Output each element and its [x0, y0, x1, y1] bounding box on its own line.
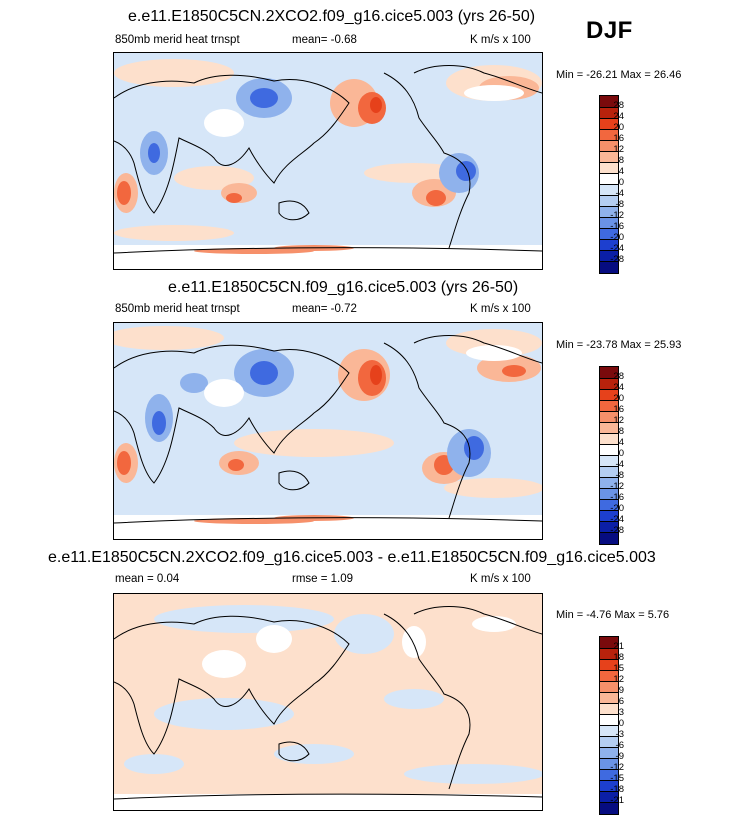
- panel3-mean: mean = 0.04: [115, 573, 180, 585]
- panel1-map-svg: [114, 53, 542, 269]
- panel1-cb-label: -24: [610, 243, 624, 254]
- panel3-minmax: Min = -4.76 Max = 5.76: [556, 609, 670, 621]
- panel1-cb-label: 4: [618, 166, 624, 177]
- panel3-units: K m/s x 100: [470, 573, 531, 585]
- panel2-mean: mean= -0.72: [292, 303, 357, 315]
- panel1-minmax: Min = -26.21 Max = 26.46: [556, 69, 682, 81]
- panel3-cb-label: 0: [618, 718, 624, 729]
- panel2-cb-label: 28: [613, 371, 624, 382]
- panel1-cb-label: 12: [613, 144, 624, 155]
- panel1-units: K m/s x 100: [470, 34, 531, 46]
- panel3-cb-label: 21: [613, 641, 624, 652]
- panel3-cb-label: -15: [610, 773, 624, 784]
- panel1-map: [113, 52, 543, 270]
- panel1-cb-label: -8: [615, 199, 624, 210]
- panel3-colorbar: [599, 636, 619, 815]
- panel3-cb-label: -18: [610, 784, 624, 795]
- panel3-cb-label: -9: [615, 751, 624, 762]
- panel2-cb-label: -12: [610, 481, 624, 492]
- panel2-cb-label: -4: [615, 459, 624, 470]
- panel2-cb-label: -20: [610, 503, 624, 514]
- panel3-map-svg: [114, 594, 542, 810]
- panel1-cb-label: 0: [618, 177, 624, 188]
- panel1-cb-label: 20: [613, 122, 624, 133]
- panel3-cb-label: -12: [610, 762, 624, 773]
- panel1-cb-label: 28: [613, 100, 624, 111]
- panel3-cb-label: 12: [613, 674, 624, 685]
- panel3-cb-label: 18: [613, 652, 624, 663]
- panel3-cb-label: 9: [618, 685, 624, 696]
- panel2-cb-label: -28: [610, 525, 624, 536]
- season-label: DJF: [586, 17, 633, 44]
- panel1-cb-label: -4: [615, 188, 624, 199]
- panel1-cb-label: 16: [613, 133, 624, 144]
- panel2-variable: 850mb merid heat trnspt: [115, 303, 240, 315]
- panel2-title: e.e11.E1850C5CN.f09_g16.cice5.003 (yrs 2…: [168, 279, 519, 296]
- panel3-map: [113, 593, 543, 811]
- panel1-variable: 850mb merid heat trnspt: [115, 34, 240, 46]
- panel1-cb-label: -12: [610, 210, 624, 221]
- panel2-minmax: Min = -23.78 Max = 25.93: [556, 339, 682, 351]
- panel1-cb-label: 8: [618, 155, 624, 166]
- panel2-cb-label: 12: [613, 415, 624, 426]
- panel2-units: K m/s x 100: [470, 303, 531, 315]
- panel3-title: e.e11.E1850C5CN.2XCO2.f09_g16.cice5.003 …: [48, 549, 656, 566]
- panel3-cb-label: 3: [618, 707, 624, 718]
- panel3-cb-label: -3: [615, 729, 624, 740]
- panel2-cb-label: 20: [613, 393, 624, 404]
- panel2-cb-label: 4: [618, 437, 624, 448]
- panel1-title: e.e11.E1850C5CN.2XCO2.f09_g16.cice5.003 …: [128, 8, 536, 25]
- panel1-cb-label: -28: [610, 254, 624, 265]
- panel3-cb-label: -21: [610, 795, 624, 806]
- panel3-cb-label: 15: [613, 663, 624, 674]
- panel1-cb-label: 24: [613, 111, 624, 122]
- panel2-cb-label: 8: [618, 426, 624, 437]
- panel2-cb-label: -24: [610, 514, 624, 525]
- panel3-cb-label: -6: [615, 740, 624, 751]
- panel2-colorbar: [599, 366, 619, 545]
- panel1-cb-label: -20: [610, 232, 624, 243]
- panel3-cb-label: 6: [618, 696, 624, 707]
- panel1-cb-label: -16: [610, 221, 624, 232]
- panel2-cb-label: 24: [613, 382, 624, 393]
- panel1-colorbar: [599, 95, 619, 274]
- panel2-cb-label: -16: [610, 492, 624, 503]
- panel1-mean: mean= -0.68: [292, 34, 357, 46]
- panel2-cb-label: 16: [613, 404, 624, 415]
- panel2-map-svg: [114, 323, 542, 539]
- panel2-cb-label: 0: [618, 448, 624, 459]
- panel3-rmse: rmse = 1.09: [292, 573, 354, 585]
- panel2-cb-label: -8: [615, 470, 624, 481]
- panel2-map: [113, 322, 543, 540]
